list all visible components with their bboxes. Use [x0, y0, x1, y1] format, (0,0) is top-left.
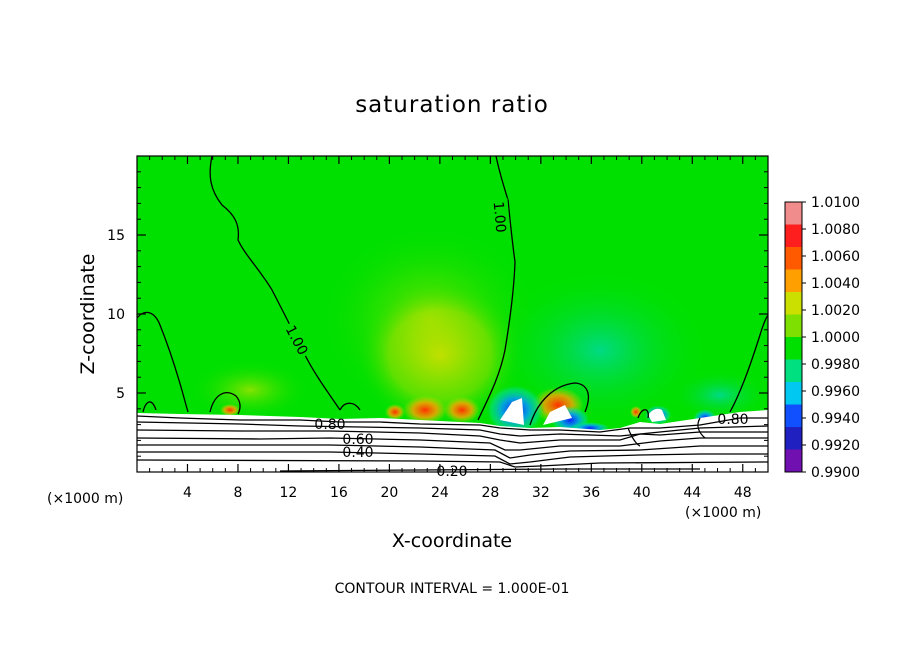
x-unit-label-right: (×1000 m) — [685, 505, 761, 521]
x-tick-label: 32 — [532, 485, 550, 501]
x-tick-label: 24 — [431, 485, 449, 501]
colorbar-label: 1.0020 — [811, 303, 860, 319]
y-axis-title: Z-coordinate — [77, 254, 99, 375]
x-axis: 4 8 12 16 20 24 28 32 36 40 44 48 — [149, 156, 756, 501]
x-tick-label: 20 — [380, 485, 398, 501]
contour-label: 0.40 — [342, 445, 373, 461]
colorbar-swatch — [785, 224, 802, 248]
colorbar-swatch — [785, 202, 802, 225]
colorbar-label: 1.0080 — [811, 222, 860, 238]
y-tick-label: 15 — [107, 228, 125, 244]
contour-label: 0.80 — [717, 412, 748, 428]
contour-label: 0.60 — [342, 432, 373, 448]
colorbar-swatch — [785, 269, 802, 293]
colorbar-label: 1.0060 — [811, 249, 860, 265]
colorbar-swatch — [785, 404, 802, 428]
colorbar-label: 0.9960 — [811, 384, 860, 400]
x-tick-label: 4 — [183, 485, 192, 501]
x-tick-label: 44 — [683, 485, 701, 501]
colorbar-swatch — [785, 359, 802, 383]
colorbar-swatch — [785, 427, 802, 450]
x-tick-label: 8 — [233, 485, 242, 501]
colorbar-swatch — [785, 247, 802, 270]
colorbar-label: 0.9900 — [811, 465, 860, 481]
contour-label: 0.80 — [314, 417, 345, 433]
y-tick-label: 5 — [116, 386, 125, 402]
colorbar-swatch — [785, 449, 802, 473]
colorbar-label: 1.0040 — [811, 276, 860, 292]
x-tick-label: 12 — [280, 485, 298, 501]
colorbar: 1.0100 1.0080 1.0060 1.0040 1.0020 1.0000 0.99… — [784, 195, 860, 481]
contour-lines — [137, 156, 768, 472]
colorbar-label: 1.0100 — [811, 195, 860, 211]
colorbar-swatch — [785, 292, 802, 315]
y-axis: 5 10 15 — [107, 171, 768, 457]
y-tick-label: 10 — [107, 307, 125, 323]
x-tick-label: 40 — [633, 485, 651, 501]
colorbar-swatch — [785, 382, 802, 405]
x-tick-label: 28 — [481, 485, 499, 501]
contour-label: 1.00 — [490, 201, 509, 233]
x-tick-label: 48 — [734, 485, 752, 501]
x-axis-title: X-coordinate — [392, 530, 512, 552]
x-unit-label-left: (×1000 m) — [47, 491, 123, 507]
chart-title: saturation ratio — [355, 92, 549, 118]
x-tick-label: 36 — [582, 485, 600, 501]
contour-interval-note: CONTOUR INTERVAL = 1.000E-01 — [335, 581, 570, 597]
colorbar-label: 0.9920 — [811, 438, 860, 454]
colorbar-label: 1.0000 — [811, 330, 860, 346]
colorbar-swatch — [785, 314, 802, 338]
x-tick-label: 16 — [330, 485, 348, 501]
colorbar-label: 0.9980 — [811, 357, 860, 373]
colorbar-swatch — [785, 337, 802, 360]
colorbar-label: 0.9940 — [811, 411, 860, 427]
